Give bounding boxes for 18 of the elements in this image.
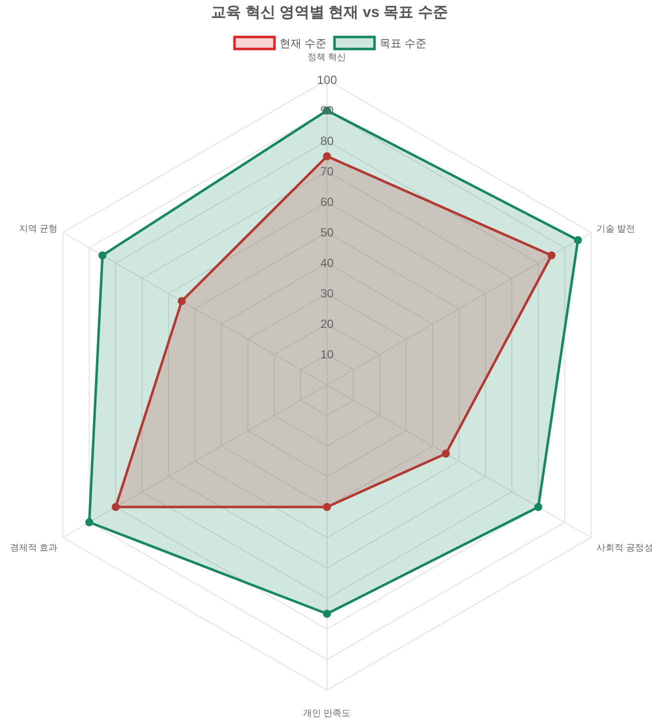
y-tick-label: 100: [316, 73, 338, 87]
chart-title: 교육 혁신 영역별 현재 vs 목표 수준: [211, 4, 448, 21]
spoke-label: 개인 만족도: [303, 708, 351, 718]
legend-label: 현재 수준: [280, 38, 327, 50]
y-tick-label: 60: [320, 195, 334, 209]
spoke-label: 경제적 효과: [10, 542, 58, 552]
legend-label: 목표 수준: [380, 38, 427, 50]
y-tick-label: 30: [320, 286, 334, 300]
spoke-label: 정책 혁신: [308, 52, 346, 62]
spoke-label: 지역 균형: [19, 224, 58, 234]
spoke-label: 사회적 공정성: [596, 542, 653, 552]
y-tick-label: 40: [320, 256, 334, 270]
y-tick-label: 80: [320, 134, 334, 148]
spoke-label: 기술 발전: [596, 224, 635, 234]
y-tick-label: 10: [320, 348, 334, 362]
y-tick-label: 50: [320, 226, 334, 240]
y-tick-label: 70: [320, 164, 334, 178]
y-tick-label: 20: [320, 317, 334, 331]
